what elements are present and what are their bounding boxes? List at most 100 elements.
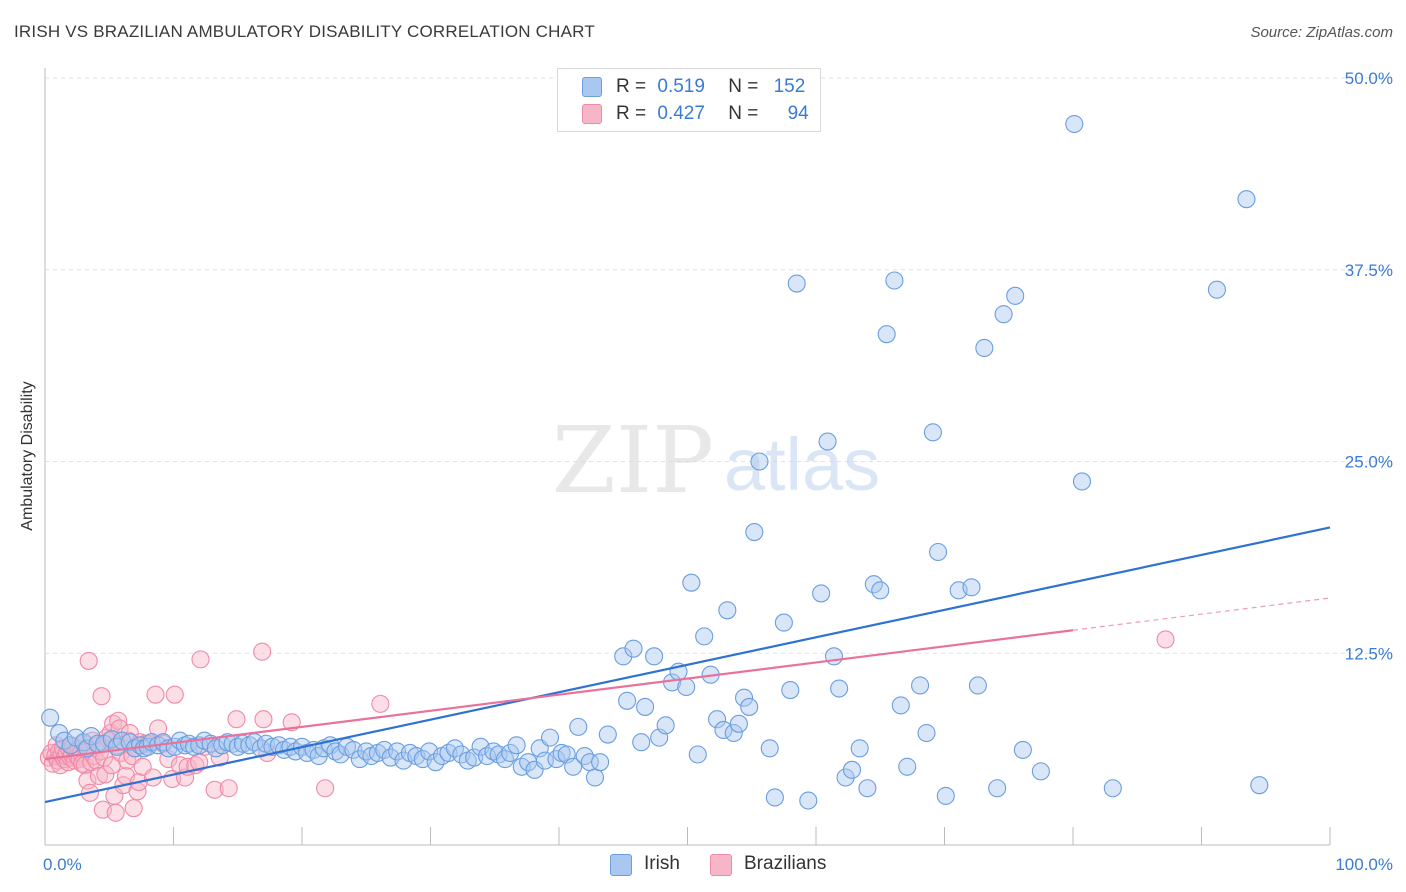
point-irish-139	[891, 696, 910, 715]
point-irish-90	[564, 757, 583, 776]
point-brazilians-59	[124, 799, 143, 818]
point-irish-132	[842, 760, 862, 779]
point-irish-91	[569, 717, 588, 736]
point-irish-114	[718, 601, 737, 620]
source-credit: Source: ZipAtlas.com	[1250, 24, 1393, 41]
chart-title: IRISH VS BRAZILIAN AMBULATORY DISABILITY…	[14, 22, 595, 41]
point-irish-134	[858, 779, 877, 798]
point-brazilians-29	[79, 651, 98, 670]
point-irish-113	[714, 720, 733, 740]
axes	[44, 68, 1331, 846]
legend-n-label: N =	[728, 103, 759, 124]
point-brazilians-68	[146, 685, 165, 704]
point-irish-127	[812, 584, 831, 603]
point-irish-140	[898, 757, 917, 776]
point-brazilians-41	[96, 765, 115, 784]
point-irish-147	[962, 578, 981, 597]
point-irish-2	[55, 731, 74, 750]
point-brazilians-48	[106, 803, 125, 822]
legend-swatch-irish	[582, 77, 602, 97]
point-irish-151	[994, 305, 1013, 324]
point-irish-112	[708, 710, 727, 729]
point-irish-149	[975, 338, 994, 358]
point-irish-86	[540, 728, 560, 747]
legend-n-label: N =	[728, 76, 759, 97]
point-brazilians-85	[253, 642, 272, 661]
trend-extension-brazilians	[1072, 597, 1331, 631]
point-irish-110	[695, 627, 714, 646]
point-irish-131	[836, 768, 855, 787]
correlation-legend: R = 0.519 N = 152 R = 0.427 N = 94	[557, 68, 821, 132]
point-irish-137	[877, 325, 896, 344]
point-irish-128	[818, 432, 837, 451]
point-irish-119	[745, 523, 764, 542]
point-irish-142	[917, 723, 936, 743]
point-irish-94	[585, 768, 605, 787]
bottom-legend-label-irish: Irish	[644, 853, 680, 874]
point-irish-155	[1065, 114, 1084, 134]
point-irish-85	[535, 751, 554, 770]
point-brazilians-89	[316, 779, 335, 798]
point-irish-108	[682, 573, 701, 592]
legend-r-label: R =	[616, 103, 647, 124]
x-tick-label-min: 0.0%	[43, 855, 82, 874]
point-irish-40	[263, 737, 282, 756]
point-brazilians-86	[254, 710, 273, 729]
bottom-legend-swatch-irish	[610, 854, 632, 876]
point-irish-34	[228, 737, 247, 756]
point-irish-152	[1006, 286, 1025, 305]
y-tick-label-3: 50.0%	[1345, 69, 1393, 88]
point-irish-107	[677, 677, 696, 697]
point-irish-99	[624, 639, 643, 658]
legend-r-brazilians: 0.427	[657, 103, 705, 124]
point-irish-55	[350, 750, 369, 769]
point-irish-141	[911, 676, 930, 695]
point-irish-123	[774, 613, 793, 632]
bottom-legend-label-brazilians: Brazilians	[744, 853, 827, 874]
point-irish-79	[501, 743, 520, 763]
point-irish-95	[591, 753, 610, 772]
series-brazilians-points	[39, 630, 1175, 822]
trend-line-brazilians	[44, 629, 1074, 761]
point-irish-160	[1250, 776, 1269, 795]
point-irish-98	[618, 691, 637, 710]
point-irish-118	[740, 697, 759, 716]
point-irish-133	[850, 739, 869, 758]
point-irish-138	[885, 271, 904, 290]
point-irish-124	[781, 681, 800, 700]
tick-labels: 12.5% 25.0% 37.5% 50.0% 0.0% 100.0%	[43, 69, 1393, 874]
point-irish-143	[923, 423, 942, 442]
point-irish-125	[787, 274, 806, 293]
point-irish-96	[598, 725, 617, 744]
point-brazilians-81	[205, 780, 224, 799]
point-irish-104	[656, 716, 675, 735]
point-brazilians-50	[109, 711, 128, 730]
watermark-atlas: atlas	[724, 423, 880, 506]
watermark: ZIP atlas	[552, 407, 880, 514]
trend-line-irish	[44, 526, 1331, 804]
legend-n-brazilians: 94	[787, 103, 809, 124]
watermark-zip: ZIP	[552, 407, 714, 514]
point-brazilians-91	[1156, 630, 1175, 649]
point-irish-153	[1013, 740, 1032, 759]
point-irish-109	[688, 745, 707, 764]
point-irish-126	[799, 791, 818, 810]
point-irish-148	[968, 676, 987, 695]
point-irish-150	[988, 779, 1007, 798]
point-brazilians-84	[227, 710, 246, 729]
point-irish-83	[525, 760, 544, 779]
point-irish-144	[929, 542, 948, 562]
legend-n-irish: 152	[773, 76, 806, 97]
point-irish-158	[1207, 280, 1226, 299]
point-irish-100	[632, 733, 651, 752]
legend-r-irish: 0.519	[657, 76, 705, 97]
legend-r-label: R =	[616, 76, 647, 97]
point-brazilians-36	[89, 766, 109, 786]
point-irish-101	[636, 697, 655, 716]
y-tick-label-2: 37.5%	[1345, 261, 1393, 280]
point-irish-0	[41, 708, 60, 727]
point-irish-97	[614, 647, 633, 666]
point-irish-77	[489, 745, 508, 764]
point-brazilians-90	[371, 694, 390, 713]
